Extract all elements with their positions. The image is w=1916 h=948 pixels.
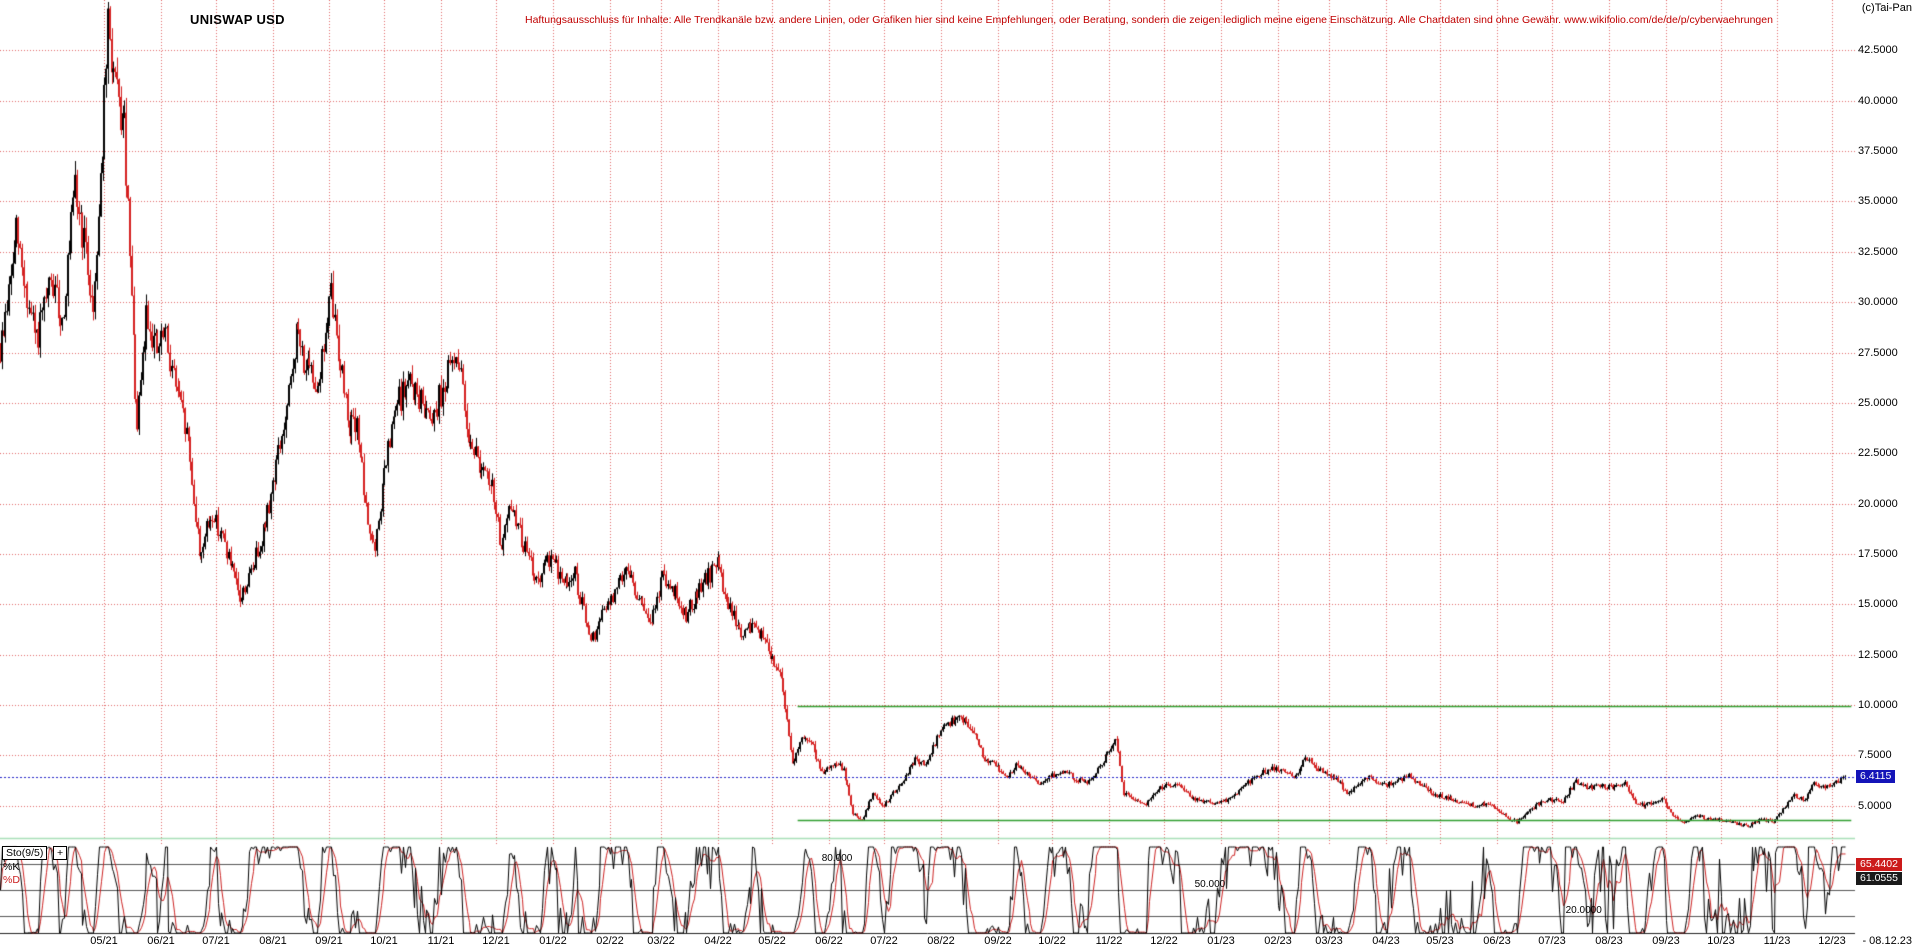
price-chart-canvas[interactable] [0,0,1916,948]
taipan-chart-window: UNISWAP USD Haftungsausschluss für Inhal… [0,0,1916,948]
